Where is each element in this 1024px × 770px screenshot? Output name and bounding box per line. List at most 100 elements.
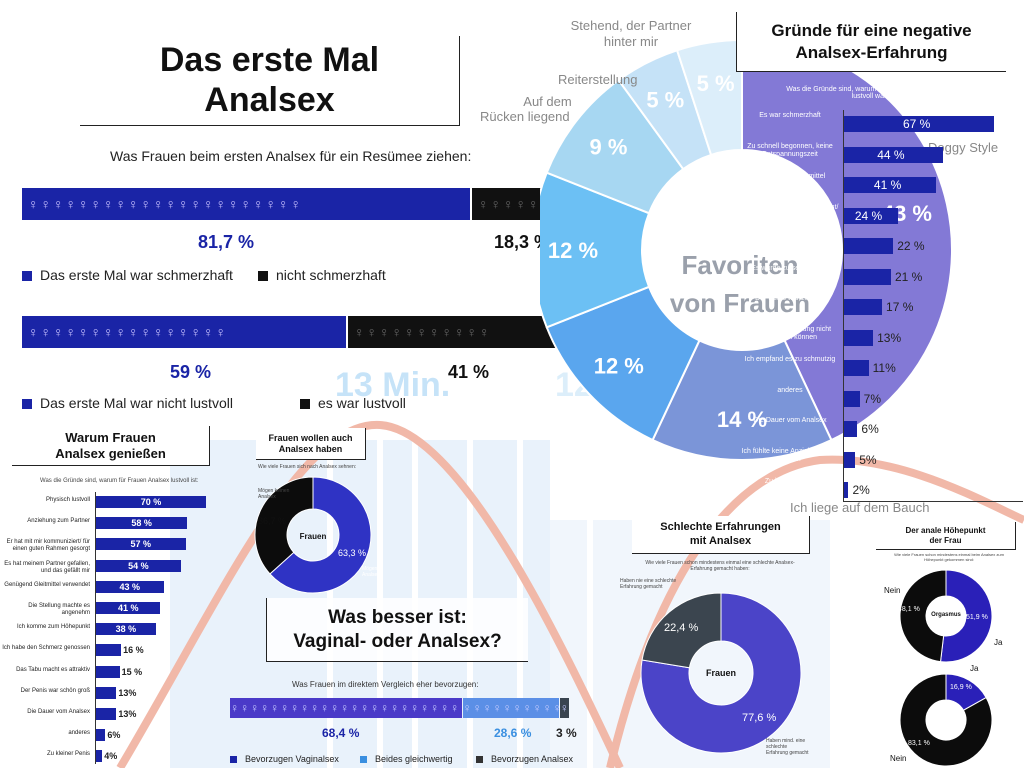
negative-bar bbox=[844, 360, 869, 376]
pain-legend-b: nicht schmerzhaft bbox=[258, 267, 386, 283]
want-title-box: Frauen wollen auch Analsex haben bbox=[256, 428, 366, 460]
pain-other-label: 18,3 % bbox=[494, 232, 551, 252]
pain-legend-a-text: Das erste Mal war schmerzhaft bbox=[40, 267, 233, 283]
enjoy-item-label: Ich habe den Schmerz genossen bbox=[2, 645, 90, 652]
negative-bar bbox=[844, 390, 860, 407]
enjoy-item-label: Die Stellung machte es angenehm bbox=[28, 603, 90, 616]
want-slice-0 bbox=[269, 476, 372, 594]
negative-value-label: 11% bbox=[872, 361, 896, 375]
enjoy-bar bbox=[96, 729, 106, 742]
negative-title-box: Gründe für eine negative Analsex-Erfahru… bbox=[736, 12, 1006, 72]
bad-label-a: Haben mind. eine schlechte Erfahrung gem… bbox=[766, 738, 809, 756]
bad-value-a: 77,6 % bbox=[742, 712, 777, 724]
want-label-a: Mögen Analsex bbox=[362, 566, 380, 578]
negative-item-label: Der Penis war zu groß bbox=[755, 295, 825, 302]
negative-item-label: Ich empfand es zu schmutzig bbox=[744, 356, 836, 363]
negative-item-label: Partner respektierte mich nicht/ Kommuni… bbox=[741, 203, 839, 219]
lust-bar-secondary: ♀♀♀♀♀♀♀♀♀♀♀ bbox=[348, 316, 570, 348]
enjoy-axis-y bbox=[95, 492, 96, 764]
squirt-no: Nein bbox=[890, 754, 907, 763]
lust-value-label: 59 % bbox=[170, 362, 212, 382]
vva-value-a: 68,4 % bbox=[322, 726, 360, 740]
bad-slice-0 bbox=[640, 592, 802, 754]
squirting-slice-1 bbox=[899, 673, 993, 767]
negative-value-label: 6% bbox=[861, 422, 879, 436]
enjoy-value-label: 70 % bbox=[140, 497, 162, 507]
main-title-line1: Das erste Mal bbox=[159, 41, 380, 79]
main-title-line2: Analsex bbox=[204, 81, 335, 119]
main-subtitle: Was Frauen beim ersten Analsex für ein R… bbox=[110, 148, 472, 164]
enjoy-item-label: Das Tabu macht es attraktiv bbox=[16, 666, 90, 673]
orgasm-no: Nein bbox=[884, 586, 901, 595]
vva-title-line2: Vaginal- oder Analsex? bbox=[293, 631, 502, 652]
negative-value-label: 2% bbox=[852, 483, 870, 497]
fav-label-standing-1: Stehend, der Partner bbox=[570, 18, 692, 33]
pain-legend-b-text: nicht schmerzhaft bbox=[276, 267, 386, 283]
negative-item-label: Es wurde zu sehr forciert bbox=[751, 264, 829, 272]
lust-legend-a: Das erste Mal war nicht lustvoll bbox=[22, 395, 233, 411]
enjoy-value-label: 41 % bbox=[117, 603, 139, 613]
fav-label-rider: Reiterstellung bbox=[558, 72, 638, 87]
lust-legend-b: es war lustvoll bbox=[300, 395, 406, 411]
bad-title-line1: Schlechte Erfahrungen bbox=[660, 521, 781, 533]
climax-title-line1: Der anale Höhepunkt bbox=[905, 526, 986, 535]
pain-figures-dark: ♀♀♀♀♀ bbox=[478, 196, 541, 212]
enjoy-item-label: Anziehung zum Partner bbox=[27, 518, 90, 525]
vva-segment-0: ♀♀♀♀♀♀♀♀♀♀♀♀♀♀♀♀♀♀♀♀♀♀♀♀♀ bbox=[230, 698, 462, 718]
fav-label-belly: Ich liege auf dem Bauch bbox=[790, 500, 930, 515]
favorites-value-label-3: 12 % bbox=[548, 238, 598, 263]
vva-title-box: Was besser ist: Vaginal- oder Analsex? bbox=[266, 598, 528, 662]
favorites-value-label-4: 12 % bbox=[594, 354, 644, 379]
vva-legend-c: Bevorzugen Analsex bbox=[476, 754, 573, 764]
vva-legend-b: Beides gleichwertig bbox=[360, 754, 453, 764]
negative-bar bbox=[844, 177, 936, 193]
enjoy-bar bbox=[96, 665, 120, 678]
bell-curve-left bbox=[116, 420, 624, 768]
enjoy-bar bbox=[96, 708, 117, 720]
vva-segment-2: ♀♀♀♀♀♀♀♀♀♀♀♀♀♀♀♀♀♀♀♀♀♀♀♀♀ bbox=[559, 698, 569, 718]
enjoy-value-label: 13% bbox=[118, 687, 137, 698]
squirt-value-no: 83,1 % bbox=[908, 740, 930, 747]
climax-title-line2: der Frau bbox=[929, 536, 962, 545]
negative-value-label: 22 % bbox=[897, 239, 925, 253]
negative-value-label: 44 % bbox=[877, 147, 905, 162]
fav-label-doggy: Doggy Style bbox=[928, 140, 999, 155]
lust-figures: ♀♀♀♀♀♀♀♀♀♀♀♀♀♀♀♀ bbox=[28, 324, 228, 340]
negative-item-label: Ich habe dabei keinen Orgasmus bbox=[755, 234, 825, 249]
negative-value-label: 41 % bbox=[873, 178, 902, 192]
pain-figures: ♀♀♀♀♀♀♀♀♀♀♀♀♀♀♀♀♀♀♀♀♀♀ bbox=[28, 196, 303, 212]
enjoy-item-label: Ich komme zum Höhepunkt bbox=[16, 624, 90, 631]
fav-center-line1: Favoriten bbox=[681, 250, 799, 280]
orgasm-value-no: 48,1 % bbox=[898, 606, 920, 613]
negative-bar bbox=[844, 299, 883, 315]
negative-value-label: 17 % bbox=[886, 300, 914, 314]
vva-legend-c-text: Bevorzugen Analsex bbox=[491, 754, 574, 764]
lust-other-label: 41 % bbox=[448, 362, 490, 382]
negative-bar bbox=[844, 146, 943, 163]
pain-value-label: 81,7 % bbox=[198, 232, 255, 252]
negative-bar bbox=[844, 329, 874, 346]
lust-bar-primary: ♀♀♀♀♀♀♀♀♀♀♀♀♀♀♀♀ bbox=[22, 316, 346, 348]
negative-item-label: Zu kleiner Penis bbox=[764, 478, 816, 485]
want-label-b: Mögen keinen Analsex bbox=[258, 488, 290, 500]
enjoy-bar bbox=[96, 496, 206, 508]
negative-title-line1: Gründe für eine negative bbox=[771, 21, 972, 40]
enjoy-value-label: 43 % bbox=[119, 581, 141, 592]
fav-center-line2: von Frauen bbox=[669, 288, 811, 318]
orgasm-value-yes: 51,9 % bbox=[966, 614, 988, 621]
favorites-value-label-2: 9 % bbox=[590, 134, 628, 159]
orgasm-donut bbox=[899, 569, 993, 663]
fav-label-standing-2: hinter mir bbox=[603, 34, 659, 49]
enjoy-bar bbox=[96, 686, 117, 699]
want-intro: Wie viele Frauen sich nach Analsex sehne… bbox=[258, 464, 357, 470]
negative-bar bbox=[844, 482, 849, 498]
vva-legend-a-text: Bevorzugen Vaginalsex bbox=[245, 754, 339, 764]
want-donut bbox=[254, 476, 372, 594]
enjoy-title-line1: Warum Frauen bbox=[65, 430, 156, 445]
squirt-value-yes: 16,9 % bbox=[950, 684, 972, 691]
overlay-minutes-a: 13 Min. bbox=[335, 366, 451, 404]
enjoy-item-label: Es hat meinem Partner gefallen, und das … bbox=[4, 560, 90, 574]
vva-legend-b-text: Beides gleichwertig bbox=[375, 754, 453, 764]
orgasm-yes: Ja bbox=[994, 638, 1003, 647]
negative-bar bbox=[844, 268, 891, 285]
